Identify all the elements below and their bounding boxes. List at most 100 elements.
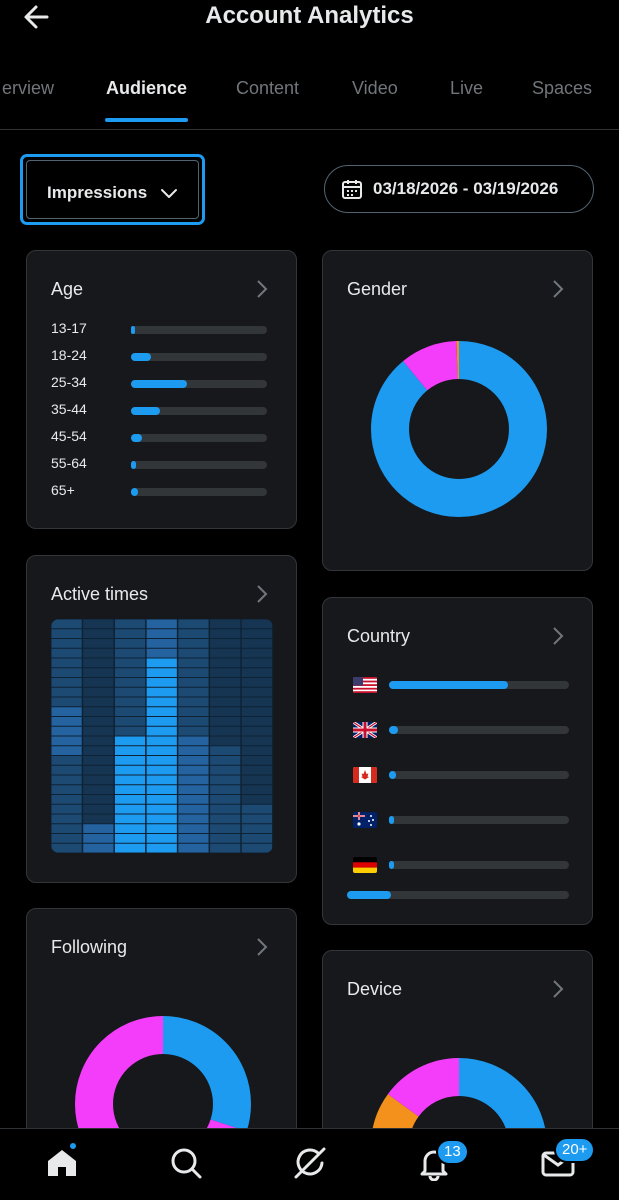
heatmap-cell	[51, 736, 82, 746]
arrow-left-icon	[24, 5, 49, 29]
heatmap-cell	[210, 697, 241, 707]
heatmap-cell	[51, 726, 82, 736]
active-times-card-title: Active times	[51, 584, 149, 604]
heatmap-cell	[51, 668, 82, 677]
heatmap-cell	[51, 824, 82, 833]
heatmap-cell	[210, 658, 241, 668]
age-row-label: 35-44	[51, 401, 87, 417]
heatmap-cell	[114, 639, 146, 648]
active-tab-indicator	[105, 118, 188, 122]
heatmap-cell	[114, 687, 146, 697]
heatmap-cell	[51, 639, 82, 648]
heatmap-cell	[178, 736, 209, 746]
heatmap-cell	[146, 726, 177, 736]
heatmap-cell	[114, 775, 146, 785]
gender-slice-2	[371, 341, 547, 517]
heatmap-cell	[51, 746, 82, 755]
back-button[interactable]	[22, 2, 52, 32]
age-row-label: 13-17	[51, 320, 87, 336]
age-row-label: 25-34	[51, 374, 87, 390]
heatmap-cell	[210, 843, 241, 853]
page-title: Account Analytics	[205, 2, 414, 29]
country-bar-track	[389, 681, 569, 689]
heatmap-cell	[210, 804, 241, 814]
heatmap-cell	[241, 697, 272, 707]
tab-overview[interactable]: erview	[2, 78, 55, 98]
nav-home[interactable]	[44, 1141, 80, 1181]
heatmap-cell	[146, 746, 177, 755]
heatmap-cell	[83, 678, 114, 687]
heatmap-cell	[51, 765, 82, 775]
following-card[interactable]: Following	[26, 908, 297, 1168]
nav-search[interactable]	[168, 1145, 204, 1181]
us-flag-icon	[353, 677, 377, 693]
gender-card[interactable]: Gender	[322, 250, 593, 571]
age-bar-track	[131, 488, 267, 496]
country-bar-track	[389, 726, 569, 734]
heatmap-cell	[178, 843, 209, 853]
home-icon	[48, 1150, 76, 1176]
heatmap-cell	[114, 629, 146, 638]
heatmap-cell	[210, 756, 241, 765]
heatmap-cell	[178, 746, 209, 755]
heatmap-cell	[210, 814, 241, 824]
heatmap-cell	[114, 785, 146, 794]
nav-grok[interactable]	[292, 1145, 328, 1181]
heatmap-cell	[114, 619, 146, 629]
age-row-0: 13-17	[51, 320, 271, 338]
nav-messages[interactable]: 20+	[540, 1137, 596, 1181]
heatmap-cell	[146, 804, 177, 814]
tab-video[interactable]: Video	[352, 78, 398, 98]
heatmap-cell	[146, 843, 177, 853]
heatmap-cell	[51, 629, 82, 638]
heatmap-cell	[178, 658, 209, 668]
nav-notifications[interactable]: 13	[416, 1139, 469, 1182]
heatmap-cell	[83, 834, 114, 843]
heatmap-cell	[210, 648, 241, 658]
heatmap-cell	[178, 648, 209, 658]
country-scrollbar-thumb[interactable]	[347, 891, 392, 899]
age-row-label: 45-54	[51, 428, 87, 444]
heatmap-cell	[114, 834, 146, 843]
heatmap-cell	[146, 678, 177, 687]
heatmap-cell	[146, 687, 177, 697]
age-bar-track	[131, 407, 267, 415]
heatmap-cell	[241, 668, 272, 677]
metric-dropdown[interactable]: Impressions	[20, 154, 205, 225]
heatmap-cell	[178, 795, 209, 804]
heatmap-cell	[51, 687, 82, 697]
tab-audience[interactable]: Audience	[106, 78, 188, 98]
app-header: Account Analytics	[0, 0, 619, 40]
heatmap-cell	[178, 687, 209, 697]
heatmap-cell	[114, 707, 146, 716]
following-card-title: Following	[51, 937, 128, 957]
heatmap-cell	[241, 814, 272, 824]
active-times-card[interactable]: Active times	[26, 555, 297, 883]
heatmap-cell	[210, 629, 241, 638]
age-card[interactable]: Age 13-17 18-24 25-34 35-44 45-54 55-64 65+	[26, 250, 297, 529]
heatmap-cell	[83, 726, 114, 736]
heatmap-cell	[178, 775, 209, 785]
heatmap-cell	[241, 785, 272, 794]
country-bar-fill	[389, 861, 394, 869]
heatmap-cell	[146, 668, 177, 677]
country-scrollbar[interactable]	[347, 891, 569, 899]
heatmap-cell	[210, 639, 241, 648]
heatmap-cell	[210, 746, 241, 755]
tab-content[interactable]: Content	[236, 78, 300, 98]
heatmap-cell	[178, 756, 209, 765]
age-row-1: 18-24	[51, 347, 271, 365]
tab-live[interactable]: Live	[450, 78, 484, 98]
heatmap-cell	[83, 795, 114, 804]
heatmap-cell	[83, 629, 114, 638]
heatmap-cell	[146, 824, 177, 833]
country-bar-fill	[389, 681, 508, 689]
heatmap-cell	[146, 736, 177, 746]
germany-flag-icon	[353, 857, 377, 873]
country-card[interactable]: Country	[322, 597, 593, 925]
heatmap-cell	[83, 648, 114, 658]
date-range-button[interactable]: 03/18/2026 - 03/19/2026	[324, 165, 594, 213]
heatmap-cell	[178, 834, 209, 843]
heatmap-cell	[83, 668, 114, 677]
tab-spaces[interactable]: Spaces	[532, 78, 593, 98]
